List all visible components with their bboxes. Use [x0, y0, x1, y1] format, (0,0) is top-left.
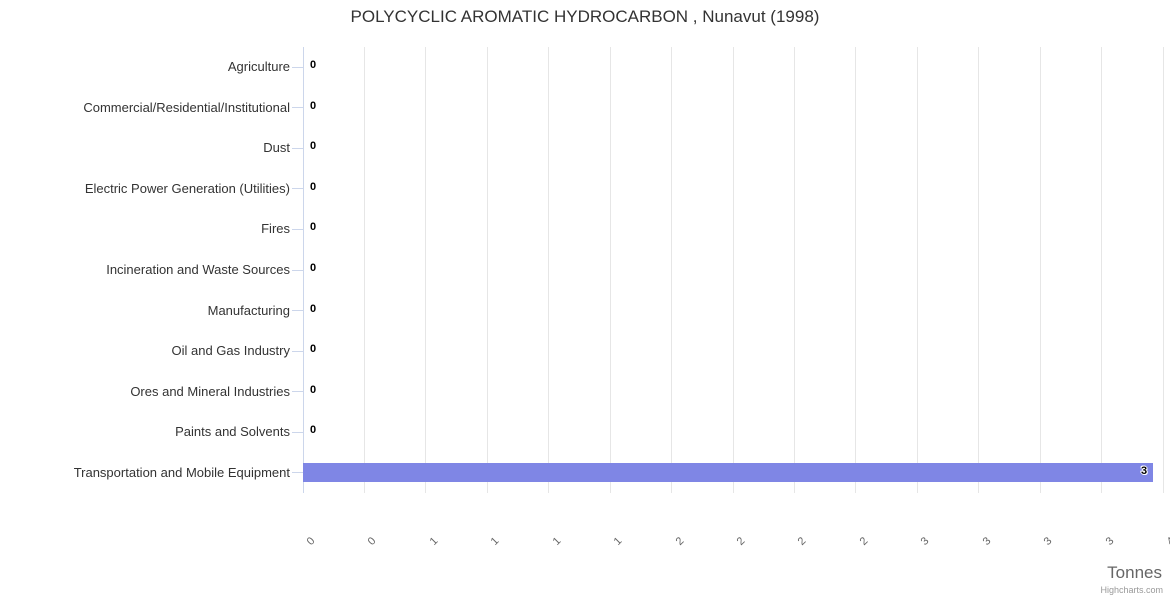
data-label: 0: [310, 302, 317, 315]
x-tick-label: 3: [1103, 535, 1117, 548]
data-label: 3: [1141, 464, 1148, 477]
gridline: [793, 47, 795, 493]
category-label: Commercial/Residential/Institutional: [83, 99, 290, 115]
gridline: [1162, 47, 1164, 493]
data-label: 0: [310, 99, 317, 112]
category-label: Dust: [263, 140, 290, 156]
gridline: [1101, 47, 1103, 493]
gridline: [363, 47, 365, 493]
axis-tick: [292, 107, 303, 109]
highcharts-credit[interactable]: Highcharts.com: [1100, 585, 1163, 595]
gridline: [486, 47, 488, 493]
x-tick-label: 2: [796, 535, 809, 548]
data-label: 0: [310, 343, 317, 356]
category-label: Ores and Mineral Industries: [130, 383, 290, 399]
gridline: [855, 47, 857, 493]
gridline: [548, 47, 550, 493]
x-tick-label: 2: [673, 535, 687, 548]
x-tick-label: 0: [304, 535, 318, 548]
axis-tick: [292, 228, 303, 230]
axis-tick: [292, 472, 303, 474]
category-axis-line: [302, 47, 304, 493]
axis-tick: [292, 310, 303, 312]
category-label: Manufacturing: [207, 302, 290, 318]
x-axis-title: Tonnes: [1107, 563, 1162, 582]
x-tick-label: 1: [427, 535, 441, 548]
data-label: 0: [310, 59, 317, 72]
x-tick-label: 1: [488, 535, 502, 548]
axis-tick: [292, 66, 303, 68]
data-label: 0: [310, 180, 317, 193]
axis-tick: [292, 188, 303, 190]
category-label: Transportation and Mobile Equipment: [73, 464, 290, 480]
gridline: [978, 47, 980, 493]
data-label: 0: [310, 383, 317, 396]
chart-title: POLYCYCLIC AROMATIC HYDROCARBON , Nunavu…: [350, 7, 820, 26]
gridline: [609, 47, 611, 493]
axis-tick: [292, 350, 303, 352]
data-label: 0: [310, 424, 317, 437]
category-label: Paints and Solvents: [175, 424, 290, 440]
data-label: 0: [310, 262, 317, 274]
category-label: Agriculture: [227, 59, 290, 75]
category-label: Electric Power Generation (Utilities): [84, 180, 290, 196]
category-label: Incineration and Waste Sources: [106, 262, 290, 277]
category-label: Oil and Gas Industry: [171, 343, 291, 359]
x-tick-label: 3: [918, 535, 932, 548]
x-tick-label: 2: [734, 535, 748, 548]
axis-tick: [292, 431, 303, 433]
axis-tick: [292, 269, 303, 271]
gridline: [671, 47, 673, 493]
x-tick-label: 1: [611, 535, 625, 548]
gridline: [916, 47, 918, 493]
x-tick-label: 2: [857, 535, 871, 548]
axis-tick: [292, 391, 303, 393]
gridline: [425, 47, 427, 493]
axis-tick: [292, 147, 303, 149]
category-label: Fires: [261, 221, 290, 237]
gridline: [1039, 47, 1041, 493]
gridline: [732, 47, 734, 493]
x-tick-label: 0: [366, 535, 379, 548]
x-tick-label: 3: [1041, 535, 1055, 548]
x-tick-label: 1: [550, 535, 564, 548]
bar-transportation-and-mobile-equipment[interactable]: [303, 463, 1154, 483]
data-label: 0: [310, 140, 317, 153]
x-tick-label: 3: [980, 535, 994, 548]
data-label: 0: [310, 221, 317, 234]
x-tick-label: 4: [1164, 535, 1170, 548]
